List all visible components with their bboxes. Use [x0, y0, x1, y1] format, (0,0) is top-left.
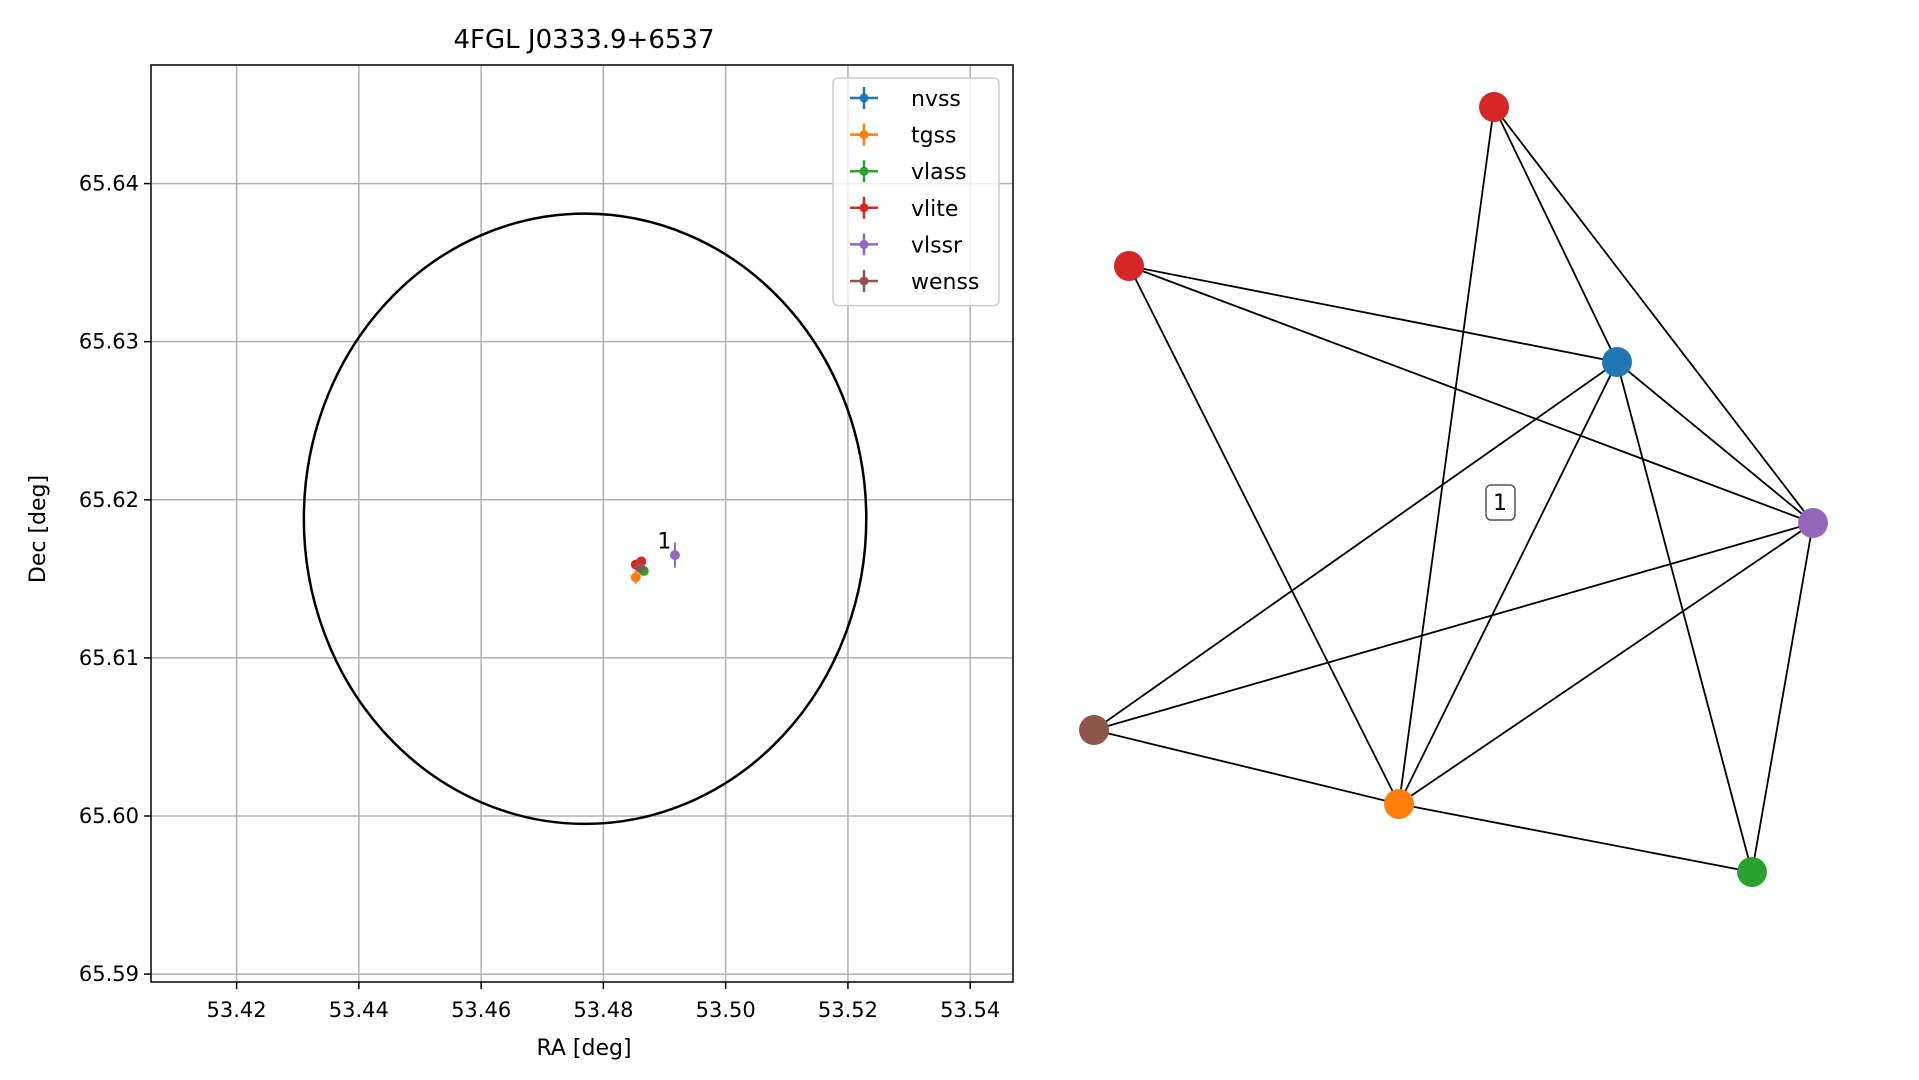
- edge-tgss-vlass: [1398, 803, 1753, 873]
- legend-label: vlass: [911, 160, 967, 185]
- y-tick-label: 65.59: [79, 962, 139, 986]
- legend-marker-dot: [859, 276, 869, 286]
- y-tick-label: 65.63: [79, 330, 139, 354]
- edge-vlite_b-nvss: [1128, 265, 1618, 363]
- point-marker: [669, 550, 680, 561]
- x-axis-ticks: 53.42 53.44 53.46 53.48 53.50 53.52 53.54: [207, 982, 1000, 1022]
- node-vlssr: [1798, 508, 1828, 538]
- cluster-annotation: 1: [657, 529, 671, 554]
- edge-vlite_b-vlssr: [1128, 265, 1814, 524]
- legend: nvss tgss vlass vlite vlssr wenss: [832, 77, 1000, 307]
- axes-frame: [150, 64, 1014, 983]
- legend-marker-dot: [859, 203, 869, 213]
- x-tick-label: 53.50: [696, 998, 756, 1022]
- legend-marker-dot: [859, 130, 869, 140]
- x-tick-label: 53.46: [451, 998, 511, 1022]
- legend-label: vlssr: [911, 233, 963, 258]
- chart-title: 4FGL J0333.9+6537: [454, 25, 715, 55]
- legend-marker-dot: [859, 239, 869, 249]
- annotations: 1: [657, 529, 671, 554]
- edge-vlite_a-tgss: [1398, 106, 1495, 805]
- legend-entry-nvss: nvss: [850, 87, 961, 112]
- node-nvss: [1602, 347, 1632, 377]
- x-tick-label: 53.48: [573, 998, 633, 1022]
- edge-vlssr-vlass: [1751, 522, 1814, 873]
- legend-entry-vlass: vlass: [850, 160, 967, 185]
- edge-wenss-tgss: [1093, 729, 1400, 805]
- legend-label: tgss: [911, 124, 957, 149]
- x-axis-label: RA [deg]: [536, 1036, 631, 1061]
- legend-marker-dot: [859, 166, 869, 176]
- node-vlite_b: [1114, 251, 1144, 281]
- edge-vlite_b-tgss: [1128, 265, 1400, 805]
- error-ellipse: [302, 212, 868, 826]
- error-ellipse-path: [302, 212, 868, 826]
- x-tick-label: 53.52: [818, 998, 878, 1022]
- y-tick-label: 65.62: [79, 488, 139, 512]
- data-points: [630, 542, 680, 584]
- x-tick-label: 53.54: [940, 998, 1000, 1022]
- node-vlass: [1737, 857, 1767, 887]
- point-vlssr: [669, 542, 680, 568]
- point-marker: [635, 562, 646, 573]
- y-axis-label: Dec [deg]: [26, 475, 51, 583]
- point-wenss: [635, 562, 646, 573]
- x-tick-label: 53.42: [207, 998, 267, 1022]
- edge-vlssr-wenss: [1093, 522, 1814, 731]
- group-label: 1: [1493, 491, 1507, 516]
- group-label-box: 1: [1485, 484, 1516, 521]
- legend-label: nvss: [911, 87, 961, 112]
- node-wenss: [1079, 715, 1109, 745]
- point-tgss: [630, 570, 641, 584]
- y-tick-label: 65.60: [79, 804, 139, 828]
- edge-nvss-tgss: [1398, 361, 1618, 805]
- legend-entry-wenss: wenss: [850, 270, 979, 295]
- edge-nvss-vlssr: [1616, 361, 1814, 524]
- node-tgss: [1384, 789, 1414, 819]
- legend-label: wenss: [911, 270, 979, 295]
- network-panel: 1: [1079, 92, 1828, 887]
- legend-label: vlite: [911, 197, 958, 222]
- edge-nvss-vlass: [1616, 361, 1753, 873]
- y-tick-label: 65.61: [79, 646, 139, 670]
- point-marker: [630, 572, 641, 583]
- legend-entry-vlssr: vlssr: [850, 233, 963, 258]
- legend-marker-dot: [859, 93, 869, 103]
- y-tick-label: 65.64: [79, 172, 139, 196]
- edge-vlite_a-vlssr: [1493, 106, 1814, 524]
- edge-vlite_a-nvss: [1493, 106, 1618, 363]
- legend-entry-tgss: tgss: [850, 123, 957, 149]
- network-edges: [1093, 106, 1814, 873]
- edge-vlssr-tgss: [1398, 522, 1814, 805]
- edge-nvss-wenss: [1093, 361, 1618, 731]
- scatter-panel: 1 53.42 53.44 53.46 53.48 53.50 53.52 53.54 65…: [26, 25, 1014, 1061]
- node-vlite_a: [1479, 92, 1509, 122]
- legend-entry-vlite: vlite: [850, 196, 958, 222]
- network-nodes: [1079, 92, 1828, 887]
- y-axis-ticks: 65.59 65.60 65.61 65.62 65.63 65.64: [79, 172, 151, 986]
- x-tick-label: 53.44: [329, 998, 389, 1022]
